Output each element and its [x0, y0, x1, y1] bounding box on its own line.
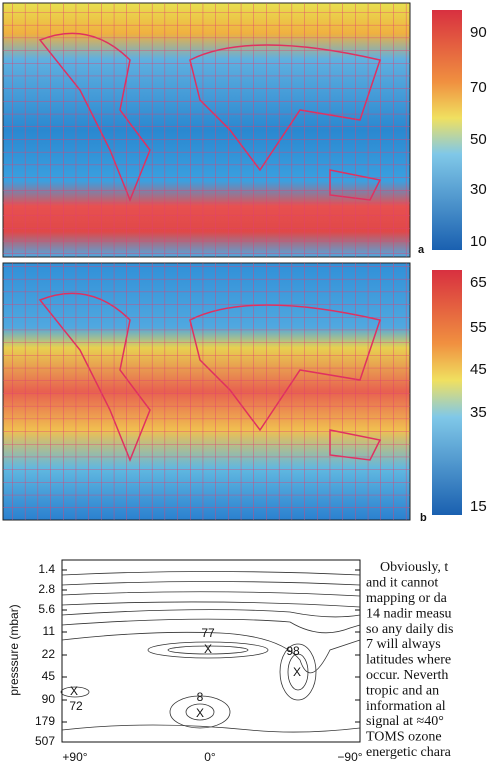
y-tick-label: 22 [42, 647, 56, 661]
text-line: TOMS ozone [366, 730, 442, 745]
text-line: tropic and an [366, 683, 439, 698]
annotation: 72 [69, 699, 83, 713]
panel-label: b [420, 512, 427, 524]
text-line: 14 nadir measu [366, 606, 452, 621]
colorbar-label: 15 [470, 498, 487, 515]
text-line: energetic chara [366, 745, 452, 760]
colorbar-label: 55 [470, 319, 487, 336]
y-tick-label: 11 [43, 624, 56, 638]
colorbar-label: 35 [470, 404, 487, 421]
text-line: latitudes where [366, 653, 451, 668]
annotation: X [293, 665, 301, 679]
colorbar-b [432, 270, 462, 515]
x-tick-label: 0° [204, 750, 216, 764]
colorbar-label: 10 [470, 233, 487, 250]
y-tick-label: 2.8 [38, 582, 55, 596]
annotation: X [204, 642, 212, 656]
colorbar-label: 50 [470, 131, 487, 148]
y-tick-label: 1.4 [38, 562, 55, 576]
y-tick-label: 90 [42, 692, 56, 706]
y-axis-label: presssure (mbar) [7, 604, 21, 695]
annotation: 8 [197, 690, 204, 704]
text-line: signal at ≈40° [366, 714, 444, 729]
annotation: 98 [286, 644, 300, 658]
y-tick-label: 5.6 [38, 602, 55, 616]
panel-label: a [418, 244, 425, 256]
text-line: and it cannot [366, 576, 438, 591]
x-tick-label: +90° [62, 750, 87, 764]
map-b [2, 262, 411, 521]
map-a [2, 2, 411, 258]
text-line: Obviously, t [380, 560, 448, 575]
colorbar-label: 90 [470, 24, 487, 41]
text-line: 7 will always [366, 637, 441, 652]
colorbar-label: 70 [470, 79, 487, 96]
annotation: 77 [201, 626, 215, 640]
text-line: mapping or da [366, 591, 448, 606]
x-tick-label: −90° [337, 750, 362, 764]
y-tick-label: 179 [35, 714, 55, 728]
text-line: information al [366, 699, 446, 714]
colorbar-label: 65 [470, 274, 487, 291]
colorbar-label: 30 [470, 181, 487, 198]
annotation: X [70, 684, 78, 698]
annotation: X [196, 706, 204, 720]
y-tick-label: 45 [42, 669, 56, 683]
text-line: occur. Neverth [366, 668, 448, 683]
y-tick-label: 507 [35, 734, 55, 748]
contour-plot: presssure (mbar) 1.4 2.8 5.6 11 22 45 90 179 507… [7, 559, 363, 764]
colorbar-label: 45 [470, 361, 487, 378]
text-line: so any daily dis [366, 622, 454, 637]
colorbar-a [432, 10, 462, 250]
